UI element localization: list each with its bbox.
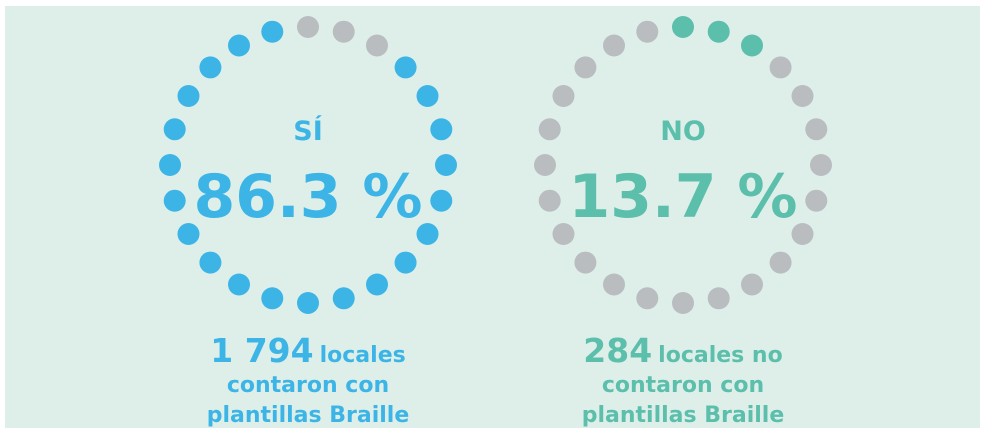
empty-dot (538, 189, 561, 212)
filled-dot (366, 273, 388, 296)
filled-dot (430, 118, 453, 141)
filled-dot (416, 85, 439, 107)
empty-dot (805, 189, 828, 212)
filled-dot (261, 20, 284, 43)
filled-dot (394, 56, 417, 79)
empty-dot (636, 20, 659, 43)
empty-dot (707, 287, 730, 310)
empty-dot (805, 118, 828, 141)
filled-dot (394, 251, 417, 274)
empty-dot (603, 273, 625, 296)
count: 1 794 (210, 331, 313, 370)
caption-line: plantillas Braille (582, 403, 785, 428)
caption-line: 284 locales no (583, 331, 782, 370)
empty-dot (366, 34, 388, 57)
filled-dot (672, 16, 694, 38)
filled-dot (163, 189, 186, 212)
filled-dot (159, 154, 181, 176)
filled-dot (261, 287, 284, 310)
filled-dot (199, 251, 222, 274)
caption-text: locales (320, 343, 406, 368)
filled-dot (707, 20, 730, 43)
caption-text: locales no (658, 343, 783, 368)
filled-dot (435, 154, 457, 176)
caption-line: contaron con (602, 373, 764, 398)
filled-dot (177, 223, 200, 245)
filled-dot (177, 85, 200, 107)
percentage: 86.3 % (193, 162, 422, 232)
panel-label: SÍ (293, 115, 323, 147)
empty-dot (791, 223, 814, 245)
panel-label: NO (660, 116, 706, 147)
filled-dot (741, 34, 763, 57)
background (5, 6, 980, 428)
filled-dot (297, 292, 319, 314)
empty-dot (552, 223, 575, 245)
empty-dot (769, 56, 792, 79)
percentage: 13.7 % (568, 162, 797, 232)
filled-dot (430, 189, 453, 212)
empty-dot (538, 118, 561, 141)
filled-dot (228, 34, 250, 57)
empty-dot (574, 56, 597, 79)
caption-line: 1 794 locales (210, 331, 405, 370)
empty-dot (791, 85, 814, 107)
empty-dot (672, 292, 694, 314)
empty-dot (552, 85, 575, 107)
empty-dot (636, 287, 659, 310)
caption-line: plantillas Braille (207, 403, 410, 428)
filled-dot (163, 118, 186, 141)
empty-dot (297, 16, 319, 38)
filled-dot (332, 287, 355, 310)
empty-dot (741, 273, 763, 296)
count: 284 (583, 331, 652, 370)
filled-dot (199, 56, 222, 79)
empty-dot (574, 251, 597, 274)
caption-line: contaron con (227, 373, 389, 398)
empty-dot (534, 154, 556, 176)
empty-dot (810, 154, 832, 176)
filled-dot (228, 273, 250, 296)
empty-dot (603, 34, 625, 57)
empty-dot (332, 20, 355, 43)
filled-dot (416, 223, 439, 245)
empty-dot (769, 251, 792, 274)
